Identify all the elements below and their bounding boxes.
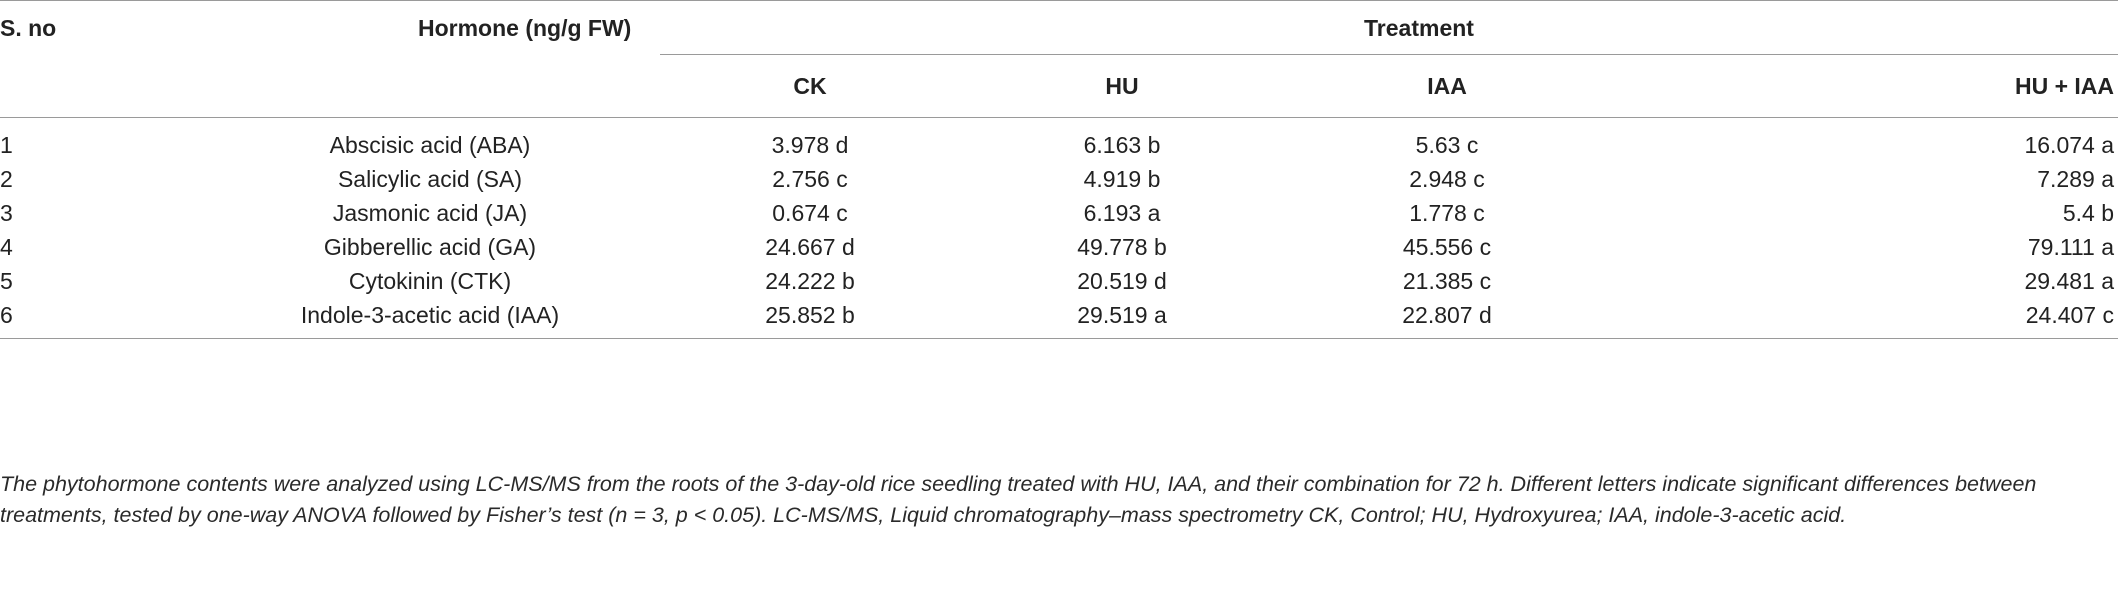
cell-hu-iaa: 5.4 b [2062,200,2114,226]
cell-iaa: 21.385 c [1402,268,1492,294]
table-row: 2 Salicylic acid (SA) 2.756 c 4.919 b 2.… [0,162,2118,196]
table-row: 6 Indole-3-acetic acid (IAA) 25.852 b 29… [0,298,2118,339]
header-treatment: Treatment [660,0,2118,55]
header-ck: CK [660,54,960,118]
cell-ck: 2.756 c [772,166,848,192]
cell-hu: 29.519 a [960,298,1284,339]
table-row: 1 Abscisic acid (ABA) 3.978 d 6.163 b 5.… [0,118,2118,163]
cell-hu: 6.193 a [1083,200,1161,226]
header-hormone: Hormone (ng/g FW) [160,0,660,55]
cell-sno: 6 [0,298,160,339]
hormone-table: S. no Hormone (ng/g FW) Treatment CK HU … [0,0,2118,339]
table-row: 4 Gibberellic acid (GA) 24.667 d 49.778 … [0,230,2118,264]
cell-hu-iaa: 29.481 a [2024,268,2114,294]
cell-ck: 24.222 b [765,268,855,294]
cell-iaa: 2.948 c [1409,166,1485,192]
header-row-2: CK HU IAA HU + IAA [0,54,2118,118]
cell-ck: 24.667 d [765,234,855,260]
cell-hormone: Indole-3-acetic acid (IAA) [160,298,660,339]
cell-hu-iaa: 16.074 a [2024,132,2114,158]
header-hu-iaa: HU + IAA [1610,54,2118,118]
cell-hu: 49.778 b [1077,234,1167,260]
header-sno: S. no [0,0,160,55]
header-hu: HU [960,54,1284,118]
cell-sno: 3 [0,200,13,226]
cell-hu: 20.519 d [1077,268,1167,294]
cell-sno: 5 [0,268,13,294]
cell-ck: 3.978 d [771,132,849,158]
cell-iaa: 45.556 c [1402,234,1492,260]
cell-sno: 1 [0,132,13,158]
cell-hormone: Salicylic acid (SA) [337,166,523,192]
cell-ck: 0.674 c [772,200,848,226]
table-row: 3 Jasmonic acid (JA) 0.674 c 6.193 a 1.7… [0,196,2118,230]
cell-hu: 6.163 b [1083,132,1161,158]
cell-hormone: Jasmonic acid (JA) [332,200,528,226]
cell-sno: 2 [0,166,13,192]
cell-ck: 25.852 b [660,298,960,339]
cell-sno: 4 [0,234,13,260]
header-row-1: S. no Hormone (ng/g FW) Treatment [0,0,2118,55]
cell-hu: 4.919 b [1083,166,1161,192]
cell-hu-iaa: 7.289 a [2037,166,2114,192]
cell-iaa: 22.807 d [1284,298,1610,339]
header-empty-sno [0,54,160,118]
cell-hormone: Cytokinin (CTK) [348,268,512,294]
cell-hu-iaa: 24.407 c [1610,298,2118,339]
cell-hormone: Abscisic acid (ABA) [329,132,531,158]
cell-iaa: 5.63 c [1415,132,1479,158]
cell-hormone: Gibberellic acid (GA) [323,234,537,260]
cell-hu-iaa: 79.111 a [2027,234,2114,260]
cell-iaa: 1.778 c [1409,200,1485,226]
header-iaa: IAA [1284,54,1610,118]
table-row: 5 Cytokinin (CTK) 24.222 b 20.519 d 21.3… [0,264,2118,298]
table-footnote: The phytohormone contents were analyzed … [0,472,2037,527]
header-empty-hormone [160,54,660,118]
